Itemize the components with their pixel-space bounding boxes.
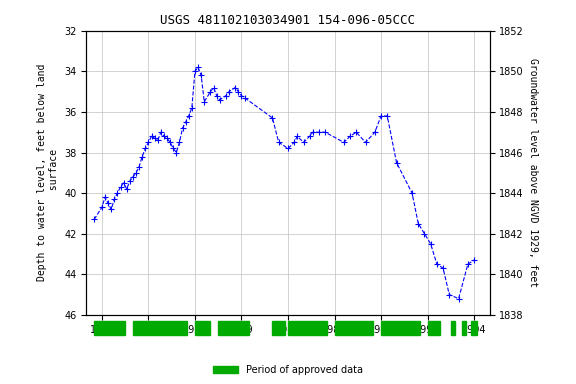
Bar	[218, 321, 249, 335]
Title: USGS 481102103034901 154-096-05CCC: USGS 481102103034901 154-096-05CCC	[161, 14, 415, 27]
Bar	[288, 321, 327, 335]
Bar	[381, 321, 420, 335]
Bar	[94, 321, 125, 335]
Bar	[335, 321, 373, 335]
Bar	[272, 321, 285, 335]
Bar	[451, 321, 456, 335]
Bar	[133, 321, 187, 335]
Bar	[471, 321, 477, 335]
Y-axis label: Depth to water level, feet below land
 surface: Depth to water level, feet below land su…	[37, 64, 59, 281]
Bar	[427, 321, 440, 335]
Legend: Period of approved data: Period of approved data	[210, 361, 366, 379]
Bar	[195, 321, 210, 335]
Y-axis label: Groundwater level above NGVD 1929, feet: Groundwater level above NGVD 1929, feet	[528, 58, 538, 287]
Bar	[462, 321, 467, 335]
